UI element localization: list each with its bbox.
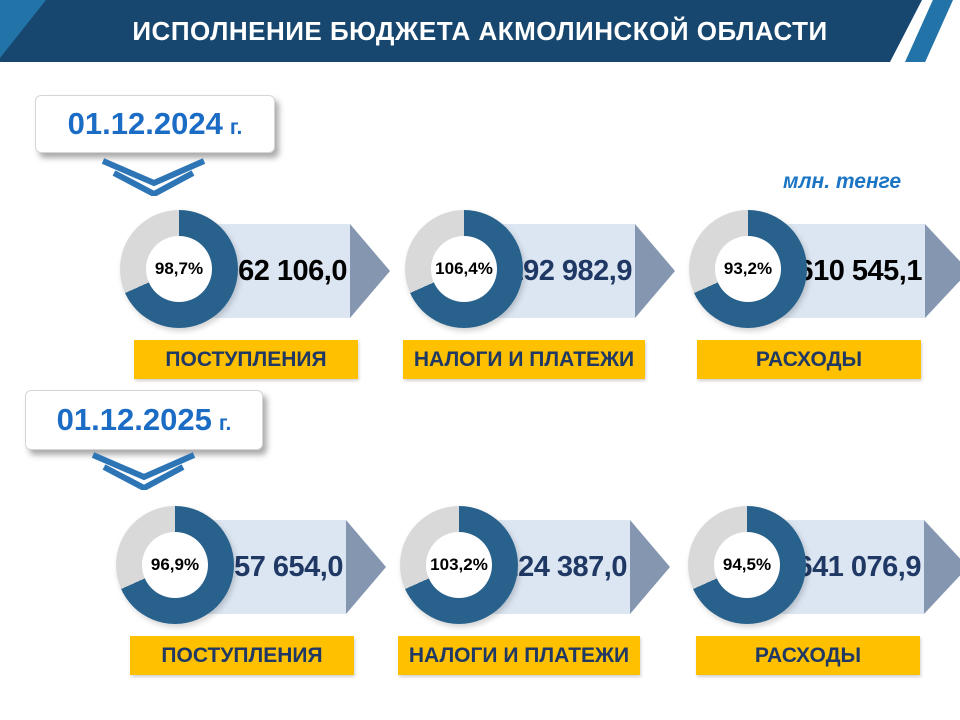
metric-value: 657 654,0	[218, 550, 343, 583]
metric-label: ПОСТУПЛЕНИЯ	[134, 340, 358, 379]
donut-chart: 103,2%	[400, 506, 518, 624]
date-text: 01.12.2025	[56, 402, 212, 437]
header-banner-shape	[0, 0, 922, 62]
donut-hole: 98,7%	[146, 236, 212, 302]
donut-hole: 103,2%	[426, 532, 492, 598]
arrow-right-icon	[635, 224, 675, 318]
donut-chart: 98,7%	[120, 210, 238, 328]
date-suffix: г.	[229, 116, 243, 139]
donut-percent-label: 103,2%	[430, 555, 488, 574]
page-title: ИСПОЛНЕНИЕ БЮДЖЕТА АКМОЛИНСКОЙ ОБЛАСТИ	[132, 15, 828, 46]
metric-card: 192 982,9 106,4% НАЛОГИ И ПЛАТЕЖИ	[403, 210, 705, 390]
metric-label: ПОСТУПЛЕНИЯ	[130, 636, 354, 675]
donut-percent-label: 98,7%	[154, 259, 204, 278]
metric-card: 224 387,0 103,2% НАЛОГИ И ПЛАТЕЖИ	[398, 506, 700, 686]
donut-hole: 106,4%	[431, 236, 497, 302]
metric-card: 641 076,9 94,5% РАСХОДЫ	[688, 506, 960, 686]
metric-label: РАСХОДЫ	[697, 340, 921, 379]
date-box-2024: 01.12.2024 г.	[35, 95, 275, 153]
metric-value: 224 387,0	[502, 550, 627, 583]
donut-chart: 96,9%	[116, 506, 234, 624]
donut-percent-label: 93,2%	[723, 259, 773, 278]
arrow-right-icon	[925, 224, 960, 318]
date-text: 01.12.2024	[67, 106, 223, 141]
donut-hole: 93,2%	[715, 236, 781, 302]
header-banner: ИСПОЛНЕНИЕ БЮДЖЕТА АКМОЛИНСКОЙ ОБЛАСТИ	[0, 0, 960, 62]
metric-value: 192 982,9	[507, 254, 632, 287]
donut-chart: 93,2%	[689, 210, 807, 328]
donut-chart: 94,5%	[688, 506, 806, 624]
metric-label: НАЛОГИ И ПЛАТЕЖИ	[403, 340, 645, 379]
chevron-down-icon	[101, 158, 206, 196]
units-label: млн. тенге	[782, 170, 902, 193]
arrow-right-icon	[350, 224, 390, 318]
metric-label: НАЛОГИ И ПЛАТЕЖИ	[398, 636, 640, 675]
metric-label: РАСХОДЫ	[696, 636, 920, 675]
date-box-2025: 01.12.2025 г.	[25, 390, 263, 450]
metric-value: 610 545,1	[797, 254, 922, 287]
date-suffix: г.	[218, 412, 232, 435]
arrow-right-icon	[630, 520, 670, 614]
donut-hole: 96,9%	[142, 532, 208, 598]
arrow-right-icon	[346, 520, 386, 614]
metric-card: 610 545,1 93,2% РАСХОДЫ	[689, 210, 960, 390]
chevron-down-icon	[91, 452, 196, 490]
metric-card: 662 106,0 98,7% ПОСТУПЛЕНИЯ	[120, 210, 420, 390]
donut-percent-label: 106,4%	[435, 259, 493, 278]
donut-percent-label: 96,9%	[150, 555, 200, 574]
arrow-right-icon	[924, 520, 960, 614]
donut-chart: 106,4%	[405, 210, 523, 328]
metric-value: 641 076,9	[796, 550, 921, 583]
metric-card: 657 654,0 96,9% ПОСТУПЛЕНИЯ	[116, 506, 416, 686]
donut-percent-label: 94,5%	[722, 555, 772, 574]
donut-hole: 94,5%	[714, 532, 780, 598]
metric-value: 662 106,0	[222, 254, 347, 287]
